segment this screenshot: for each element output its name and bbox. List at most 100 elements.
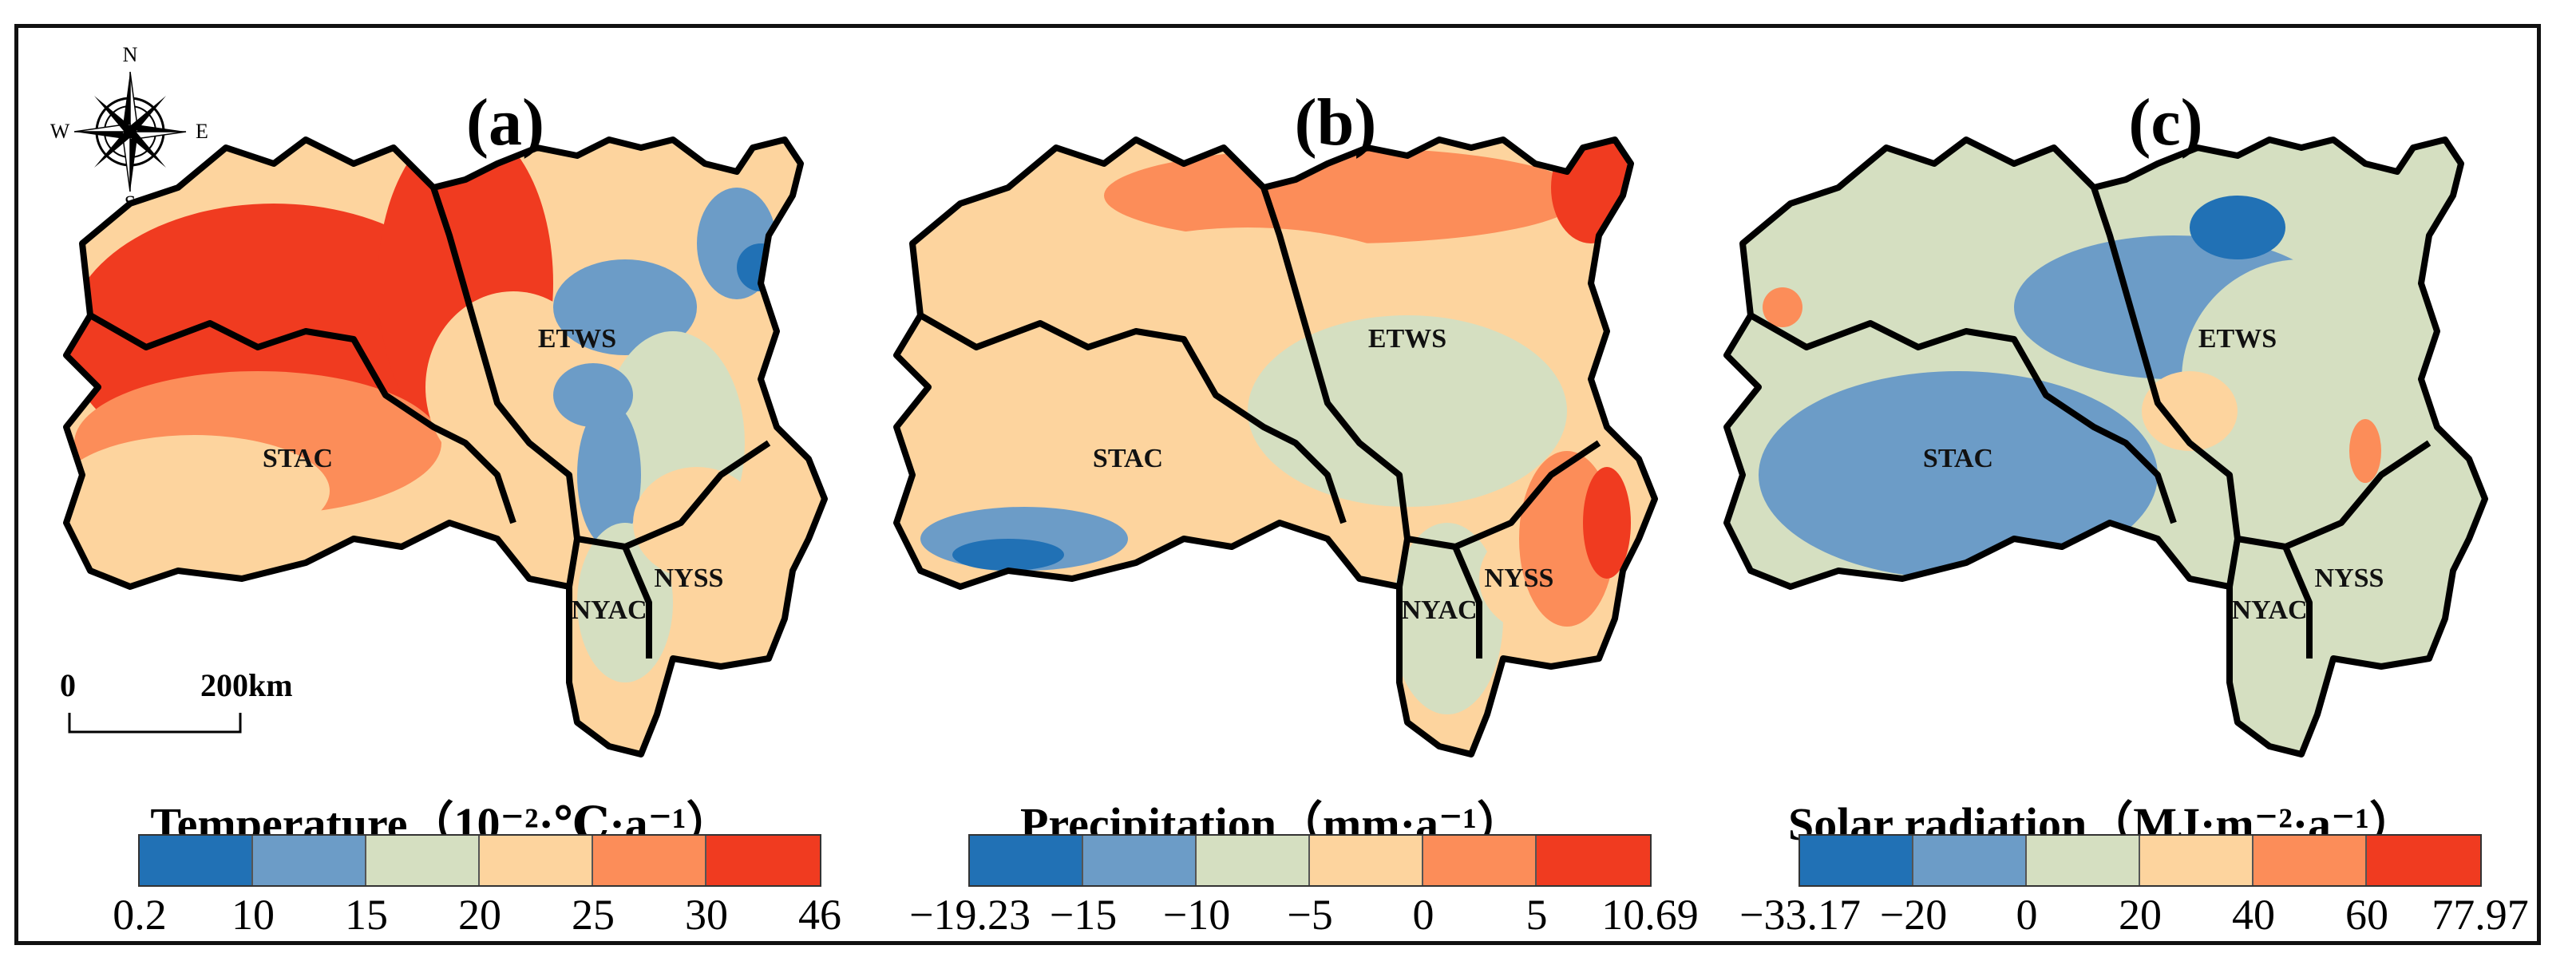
region-boundary xyxy=(1407,440,1601,550)
map-value-patch xyxy=(2349,419,2381,483)
region-label-etws: ETWS xyxy=(538,324,616,354)
region-label-stac: STAC xyxy=(1923,444,1993,473)
region-boundary xyxy=(622,545,652,659)
basin-outline xyxy=(1723,136,2488,757)
region-label-nyss: NYSS xyxy=(655,564,724,593)
legend-swatch xyxy=(480,836,593,885)
map-value-patch xyxy=(553,259,697,355)
legend-tick-label: 25 xyxy=(572,891,615,939)
legend-tick-label: 5 xyxy=(1525,891,1548,939)
legend-colorbar xyxy=(968,834,1652,887)
map-value-patch xyxy=(1583,467,1631,579)
legend-tick-label: −10 xyxy=(1162,891,1231,939)
map-value-patch xyxy=(2142,371,2238,451)
region-boundary xyxy=(2091,186,2241,587)
legend-tick-label: 10.69 xyxy=(1601,891,1699,939)
map-value-patch xyxy=(633,467,761,579)
region-boundary xyxy=(919,312,1347,524)
legend-colorbar xyxy=(138,834,821,887)
region-boundary xyxy=(2237,440,2432,550)
legend-tick-label: 15 xyxy=(345,891,388,939)
legend-swatch xyxy=(2027,836,2140,885)
basin-outline xyxy=(63,136,828,757)
region-boundary xyxy=(2282,545,2313,659)
panel-solar-radiation: ETWS STAC NYAC NYSS (c) Solar radiation（MJ·m⁻… xyxy=(1679,28,2529,949)
legend-tick-label: 10 xyxy=(231,891,275,939)
compass-e: E xyxy=(196,120,208,143)
legend-tick-label: −20 xyxy=(1879,891,1948,939)
legend-tick-label: 0 xyxy=(1412,891,1434,939)
legend-swatch xyxy=(1913,836,2027,885)
legend-swatch xyxy=(593,836,706,885)
legend-swatch xyxy=(706,836,820,885)
legend-swatch xyxy=(1310,836,1423,885)
map-value-patch xyxy=(1104,148,1583,243)
legend-tick-label: 60 xyxy=(2345,891,2388,939)
region-boundary xyxy=(430,186,580,587)
compass-n: N xyxy=(123,44,138,66)
legend-tick-label: 40 xyxy=(2232,891,2275,939)
legend-swatch xyxy=(2140,836,2254,885)
panel-temperature: ETWS STAC NYAC NYSS (a) Temperature（10⁻²·℃·a⁻… xyxy=(18,28,865,949)
region-boundary xyxy=(1749,312,2177,524)
region-label-etws: ETWS xyxy=(2198,324,2277,354)
map-value-patch xyxy=(1759,371,2158,579)
map-svg: ETWS STAC NYAC NYSS xyxy=(893,136,1658,757)
map-svg: ETWS STAC NYAC NYSS xyxy=(1723,136,2488,757)
legend-tick-label: 20 xyxy=(458,891,501,939)
region-label-stac: STAC xyxy=(1093,444,1163,473)
legend-swatch xyxy=(2367,836,2480,885)
region-label-nyac: NYAC xyxy=(2231,595,2307,625)
region-label-nyss: NYSS xyxy=(1485,564,1554,593)
panel-precipitation: ETWS STAC NYAC NYSS (b) Precipitation（mm·a⁻¹）… xyxy=(849,28,1699,949)
legend-tick-label: 77.97 xyxy=(2432,891,2529,939)
region-boundary xyxy=(89,312,516,524)
region-label-nyac: NYAC xyxy=(1401,595,1477,625)
panel-label: (b) xyxy=(1294,85,1377,160)
map-svg: ETWS STAC NYAC NYSS xyxy=(63,136,828,757)
legend-swatch xyxy=(970,836,1083,885)
compass-w: W xyxy=(50,120,70,143)
legend-tick-label: 0 xyxy=(2016,891,2038,939)
legend-tick-label: 46 xyxy=(798,891,841,939)
region-boundary xyxy=(1452,545,1482,659)
legend-tick-label: 30 xyxy=(685,891,728,939)
map-value-patch xyxy=(1391,523,1503,714)
map-value-patch xyxy=(425,291,601,483)
region-label-stac: STAC xyxy=(263,444,333,473)
scale-start-label: 0 xyxy=(60,667,76,703)
panel-label: (a) xyxy=(466,85,544,160)
map-value-patch xyxy=(1248,315,1567,507)
basin-outline xyxy=(893,136,1658,757)
map-value-patch xyxy=(952,539,1064,571)
map-value-patch xyxy=(2190,196,2285,259)
legend-tick-label: −19.23 xyxy=(909,891,1031,939)
legend-swatch xyxy=(140,836,253,885)
legend-tick-label: 0.2 xyxy=(113,891,167,939)
north-arrow-icon: N S E W xyxy=(50,44,208,212)
legend-tick-label: −5 xyxy=(1287,891,1333,939)
map-value-patch xyxy=(1763,287,1802,327)
legend-colorbar xyxy=(1798,834,2482,887)
map-value-patch xyxy=(577,403,641,547)
panel-label: (c) xyxy=(2128,85,2203,160)
scale-end-label: 200km xyxy=(200,667,293,703)
region-label-nyss: NYSS xyxy=(2315,564,2384,593)
legend-tick-label: −33.17 xyxy=(1739,891,1861,939)
legend-swatch xyxy=(366,836,480,885)
region-boundary xyxy=(1260,186,1411,587)
map-value-patch xyxy=(553,363,633,427)
scale-bar xyxy=(68,713,242,734)
legend-tick-label: 20 xyxy=(2119,891,2162,939)
legend-swatch xyxy=(2254,836,2367,885)
region-boundary xyxy=(576,440,771,550)
legend-swatch xyxy=(1083,836,1197,885)
map-value-patch xyxy=(66,435,330,547)
legend-tick-label: −15 xyxy=(1049,891,1118,939)
region-label-etws: ETWS xyxy=(1368,324,1446,354)
figure-frame: N S E W 0 200km ETWS STAC NYAC NYSS (a) Tempe… xyxy=(14,24,2541,945)
legend-swatch xyxy=(1537,836,1650,885)
legend-swatch xyxy=(253,836,366,885)
legend-swatch xyxy=(1800,836,1913,885)
legend-swatch xyxy=(1423,836,1537,885)
